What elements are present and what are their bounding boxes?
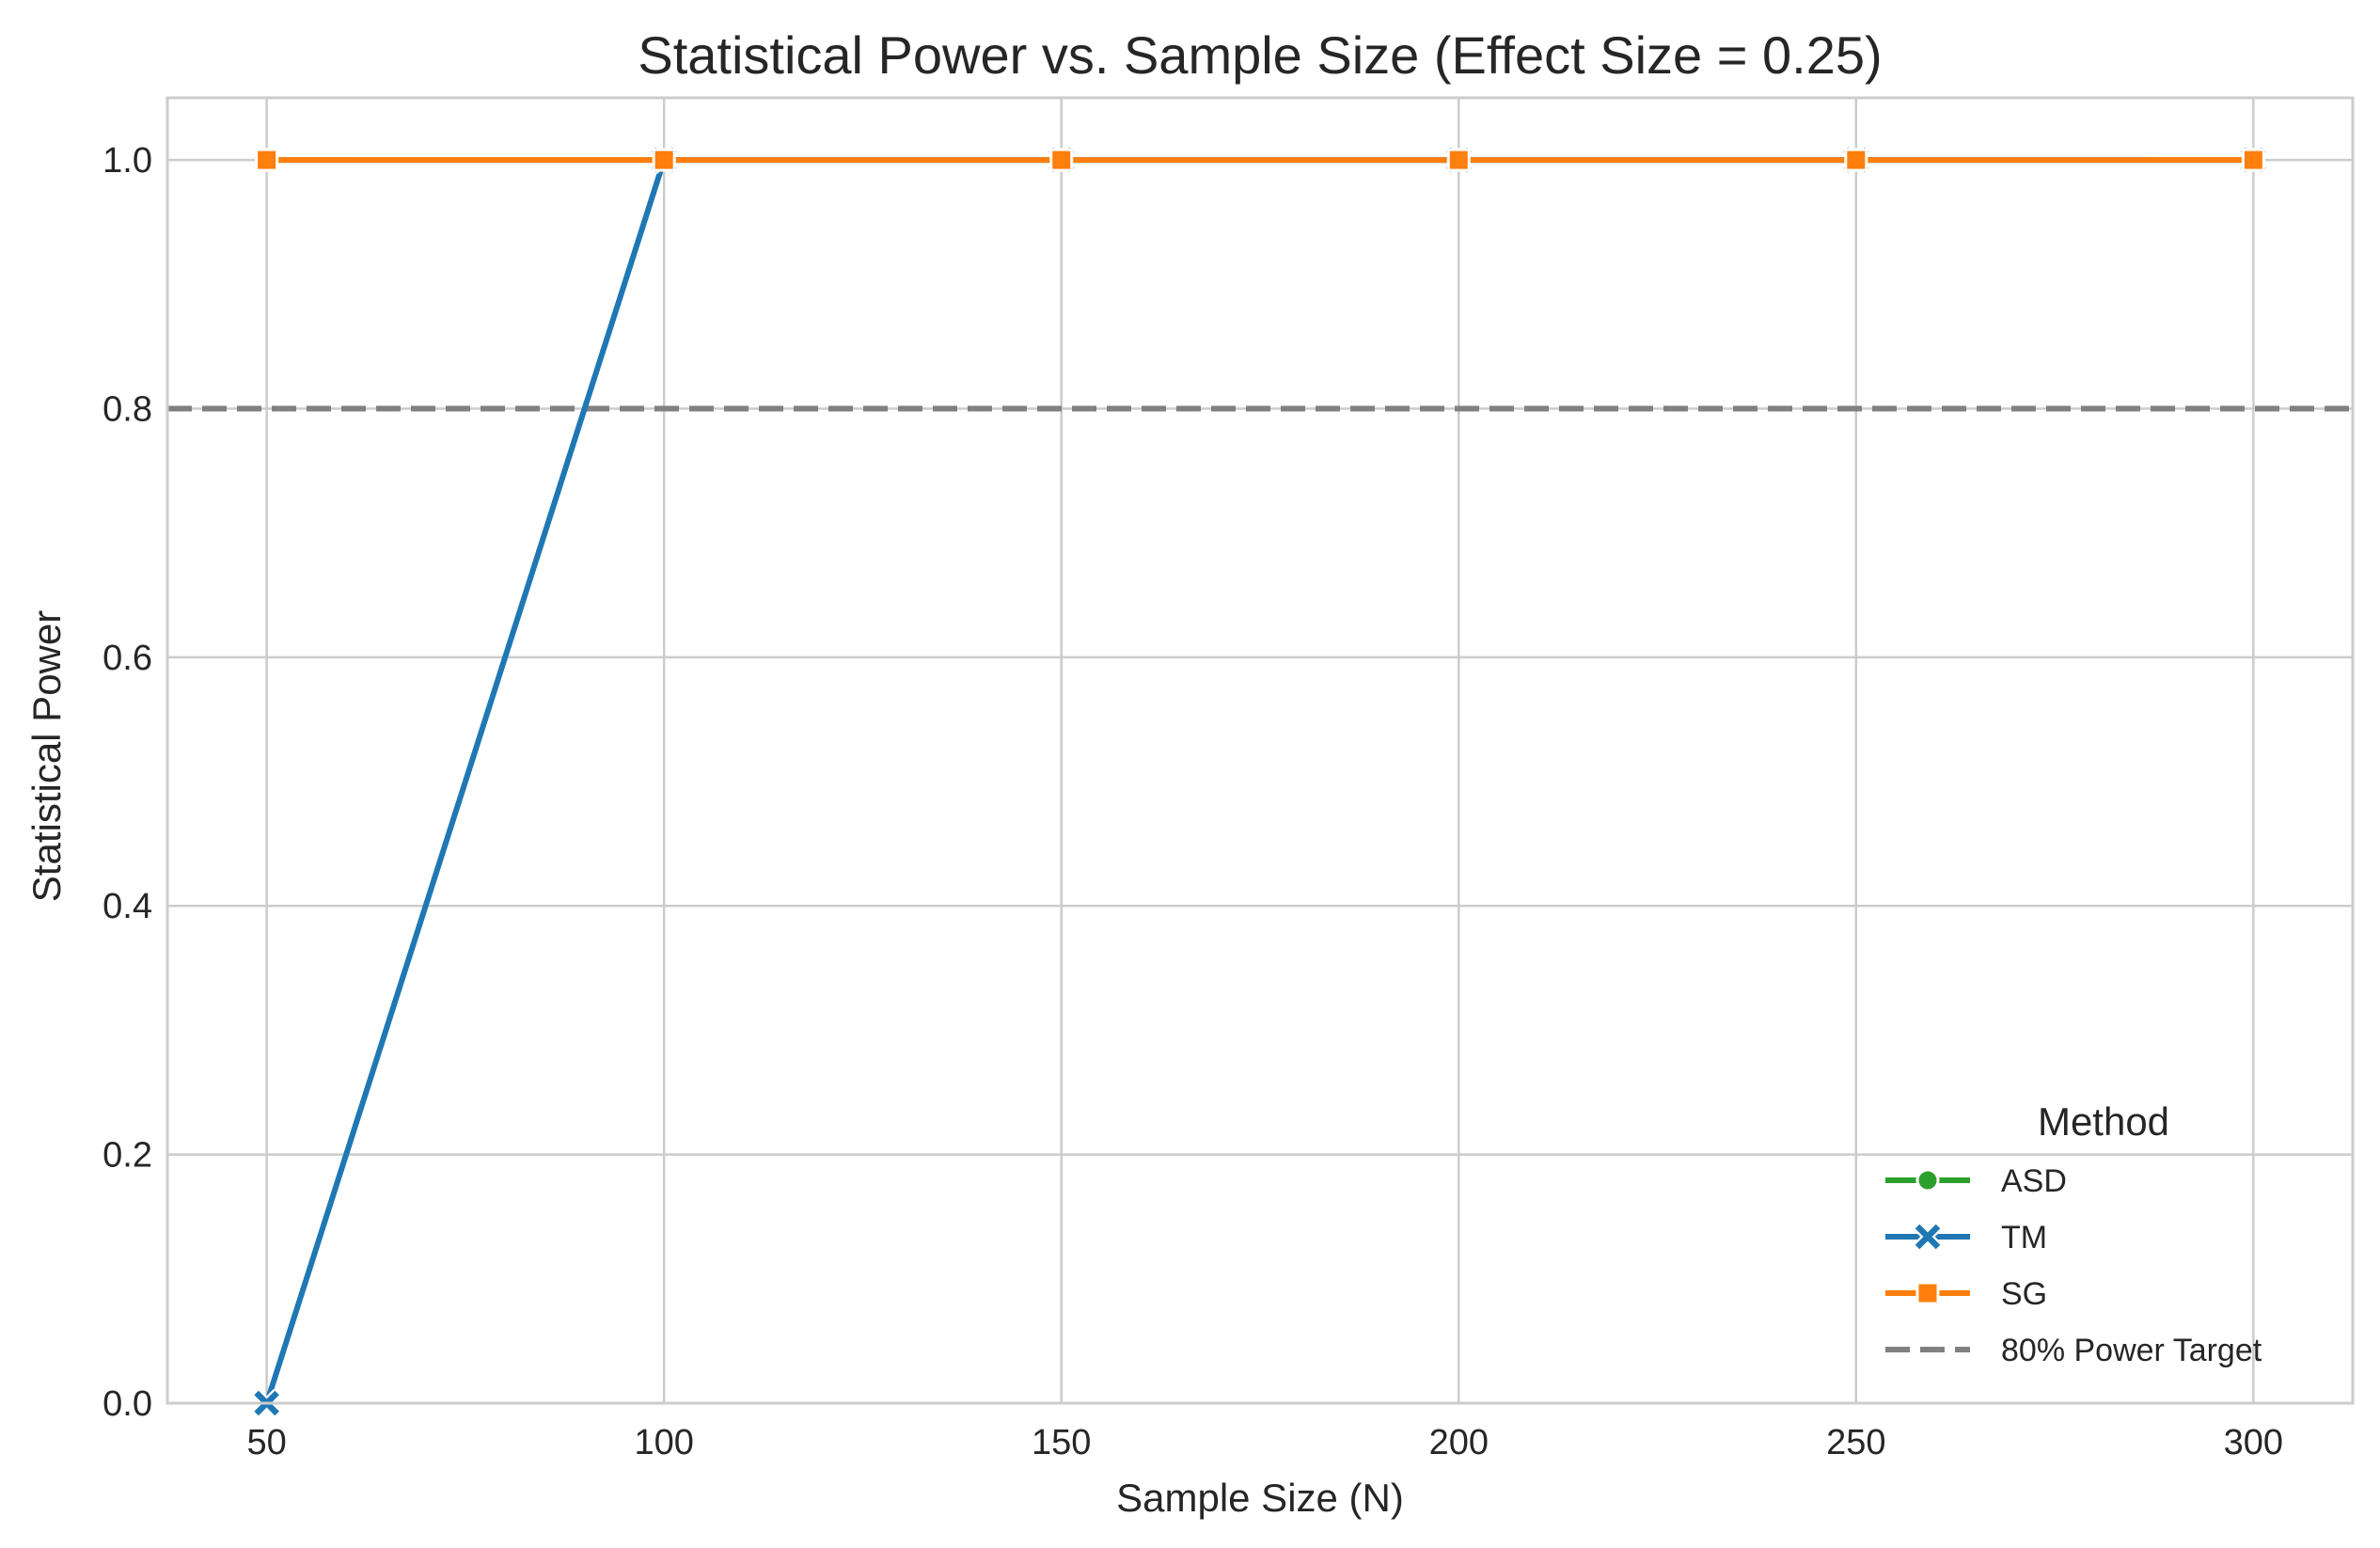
data-point-sg — [255, 148, 279, 172]
y-tick-label: 0.4 — [102, 887, 152, 926]
legend-title: Method — [2038, 1099, 2169, 1144]
x-tick-label: 200 — [1429, 1423, 1489, 1462]
y-tick-label: 0.2 — [102, 1136, 152, 1176]
y-axis-ticks: 0.0 0.2 0.4 0.6 0.8 1.0 — [102, 141, 152, 1424]
legend-marker — [1915, 1224, 1941, 1250]
legend-entry-power-target: 80% Power Target — [1885, 1333, 2262, 1368]
legend-entry-tm: TM — [1885, 1220, 2047, 1256]
legend-label: ASD — [2001, 1163, 2067, 1199]
legend-entry-asd: ASD — [1885, 1163, 2067, 1199]
legend: Method ASD TM SG 80% Power Target — [1885, 1099, 2262, 1368]
y-tick-label: 1.0 — [102, 141, 152, 181]
data-point-sg — [2241, 148, 2265, 172]
plot-frame — [165, 96, 2355, 1405]
data-point-sg — [1049, 148, 1074, 172]
x-tick-label: 150 — [1032, 1423, 1091, 1462]
legend-marker — [1915, 1281, 1940, 1305]
legend-label: 80% Power Target — [2001, 1333, 2262, 1368]
y-tick-label: 0.0 — [102, 1384, 152, 1424]
legend-marker — [1915, 1168, 1940, 1193]
y-tick-label: 0.8 — [102, 389, 152, 429]
x-axis-label: Sample Size (N) — [1116, 1476, 1404, 1520]
data-point-sg — [1446, 148, 1471, 172]
series-tm — [252, 146, 2268, 1417]
grid — [167, 98, 2353, 1405]
series-sg — [255, 148, 2265, 172]
x-tick-label: 300 — [2224, 1423, 2283, 1462]
x-tick-label: 250 — [1826, 1423, 1885, 1462]
y-axis-label: Statistical Power — [24, 610, 69, 902]
y-tick-label: 0.6 — [102, 639, 152, 678]
chart-title: Statistical Power vs. Sample Size (Effec… — [638, 25, 1882, 85]
legend-entry-sg: SG — [1885, 1276, 2047, 1312]
data-point-sg — [1844, 148, 1868, 172]
series-line-tm — [263, 157, 2257, 1406]
legend-label: SG — [2001, 1276, 2047, 1312]
x-tick-label: 100 — [634, 1423, 693, 1462]
x-axis-ticks: 50 100 150 200 250 300 — [246, 1423, 2283, 1462]
x-tick-label: 50 — [246, 1423, 286, 1462]
data-point-sg — [652, 148, 676, 172]
series-layer — [252, 146, 2268, 1417]
legend-label: TM — [2001, 1220, 2047, 1256]
